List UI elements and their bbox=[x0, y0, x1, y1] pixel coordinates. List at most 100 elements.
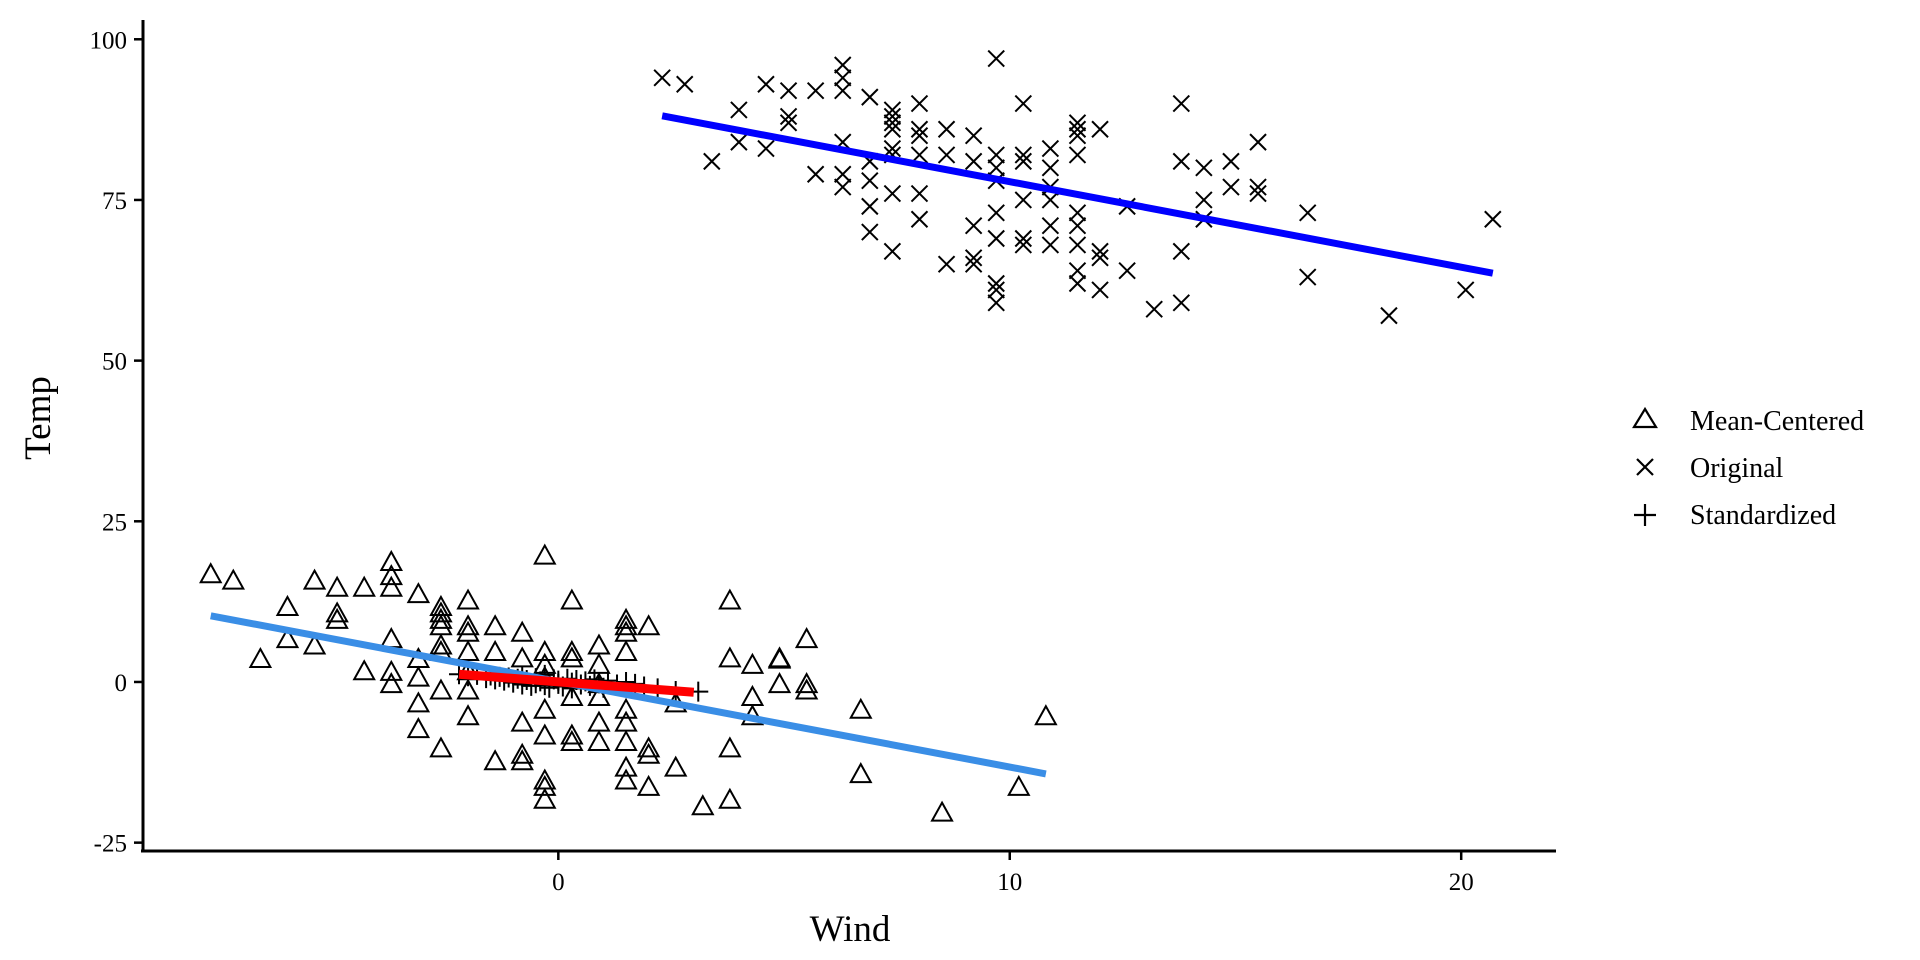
fit-line-original bbox=[661, 112, 1494, 277]
data-point-mean-centered bbox=[614, 639, 638, 661]
data-point-mean-centered bbox=[767, 647, 792, 669]
data-point-original bbox=[883, 114, 902, 132]
data-point-original bbox=[1172, 242, 1191, 261]
data-point-mean-centered bbox=[533, 639, 557, 661]
data-point-original bbox=[703, 152, 721, 171]
data-point-mean-centered bbox=[614, 607, 638, 629]
fit-line-mean-centered bbox=[210, 612, 1047, 778]
data-point-original bbox=[1014, 191, 1033, 209]
data-point-original bbox=[1222, 178, 1240, 196]
data-point-mean-centered bbox=[379, 627, 403, 649]
data-point-original bbox=[757, 75, 775, 93]
data-point-mean-centered bbox=[510, 620, 534, 642]
data-point-original bbox=[910, 94, 929, 113]
data-point-mean-centered bbox=[352, 659, 376, 681]
data-point-mean-centered bbox=[456, 639, 480, 661]
data-point-original bbox=[1172, 94, 1191, 113]
data-point-mean-centered bbox=[456, 588, 480, 610]
data-point-original bbox=[1014, 152, 1033, 171]
data-point-original bbox=[806, 165, 825, 183]
data-point-mean-centered bbox=[930, 800, 954, 822]
data-point-original bbox=[883, 107, 902, 126]
plot-area bbox=[199, 49, 1502, 822]
data-point-mean-centered bbox=[302, 633, 327, 655]
data-point-original bbox=[1249, 133, 1267, 151]
data-point-mean-centered bbox=[510, 742, 534, 764]
data-point-original bbox=[1118, 261, 1136, 280]
data-point-original bbox=[1299, 204, 1317, 222]
data-point-original bbox=[834, 165, 852, 183]
y-tick-label: 50 bbox=[102, 349, 127, 376]
data-point-original bbox=[676, 75, 694, 93]
y-axis-title: Temp bbox=[18, 376, 59, 460]
data-point-mean-centered bbox=[302, 568, 327, 590]
data-point-mean-centered bbox=[794, 627, 819, 649]
data-point-original bbox=[806, 81, 825, 100]
data-point-original bbox=[987, 159, 1005, 177]
data-point-mean-centered bbox=[456, 620, 480, 642]
data-point-mean-centered bbox=[636, 742, 661, 764]
data-point-original bbox=[1091, 242, 1109, 261]
data-point-mean-centered bbox=[849, 697, 873, 719]
legend-key-standardized-plus-icon bbox=[1634, 504, 1656, 526]
data-point-mean-centered bbox=[533, 543, 557, 565]
data-point-mean-centered bbox=[429, 607, 453, 629]
data-point-original bbox=[1068, 126, 1087, 145]
data-point-original bbox=[964, 249, 983, 267]
data-point-original bbox=[1195, 191, 1213, 209]
data-point-original bbox=[653, 69, 671, 87]
data-point-mean-centered bbox=[325, 607, 349, 629]
data-point-mean-centered bbox=[718, 588, 742, 610]
data-point-original bbox=[937, 120, 956, 138]
data-point-mean-centered bbox=[533, 774, 557, 796]
data-point-original bbox=[730, 133, 748, 151]
data-point-mean-centered bbox=[483, 749, 507, 771]
data-point-mean-centered bbox=[325, 601, 349, 623]
data-point-mean-centered bbox=[636, 736, 661, 758]
data-point-mean-centered bbox=[199, 562, 223, 584]
data-point-mean-centered bbox=[510, 646, 534, 668]
data-point-original bbox=[1068, 146, 1087, 164]
data-point-mean-centered bbox=[560, 646, 584, 668]
data-point-original bbox=[1457, 281, 1475, 299]
data-point-mean-centered bbox=[379, 575, 403, 597]
series-mean-centered bbox=[199, 543, 1058, 822]
data-point-mean-centered bbox=[456, 614, 480, 636]
data-point-original bbox=[910, 126, 929, 145]
data-point-mean-centered bbox=[379, 672, 403, 694]
data-point-original bbox=[1222, 152, 1240, 171]
data-point-mean-centered bbox=[275, 594, 300, 616]
data-point-original bbox=[1068, 114, 1087, 132]
data-point-original bbox=[910, 184, 929, 203]
data-point-original bbox=[987, 274, 1005, 293]
data-point-mean-centered bbox=[587, 652, 611, 674]
data-point-mean-centered bbox=[429, 678, 453, 700]
data-point-mean-centered bbox=[794, 678, 819, 700]
data-point-mean-centered bbox=[533, 723, 557, 745]
data-point-mean-centered bbox=[483, 639, 507, 661]
data-point-mean-centered bbox=[587, 729, 611, 751]
data-point-original bbox=[1041, 159, 1060, 177]
x-tick-label: 0 bbox=[552, 869, 565, 896]
data-point-mean-centered bbox=[587, 633, 611, 655]
data-point-original bbox=[964, 152, 983, 171]
legend-label-standardized: Standardized bbox=[1690, 500, 1836, 531]
data-point-original bbox=[1195, 159, 1213, 177]
data-point-mean-centered bbox=[456, 704, 480, 726]
data-point-mean-centered bbox=[614, 729, 638, 751]
data-point-mean-centered bbox=[614, 614, 638, 636]
x-axis-title: Wind bbox=[810, 909, 891, 950]
legend: Mean-Centered Original Standardized bbox=[1632, 406, 1864, 531]
data-point-mean-centered bbox=[221, 568, 245, 590]
data-point-mean-centered bbox=[406, 582, 431, 604]
data-point-mean-centered bbox=[510, 749, 534, 771]
data-point-mean-centered bbox=[379, 659, 403, 681]
series-original bbox=[653, 49, 1502, 325]
data-point-mean-centered bbox=[429, 736, 453, 758]
fit-line-standardized bbox=[458, 669, 695, 697]
data-point-mean-centered bbox=[325, 575, 349, 597]
data-point-original bbox=[883, 242, 902, 261]
data-point-original bbox=[1068, 216, 1087, 235]
data-point-original bbox=[987, 281, 1005, 299]
data-point-mean-centered bbox=[663, 755, 688, 777]
